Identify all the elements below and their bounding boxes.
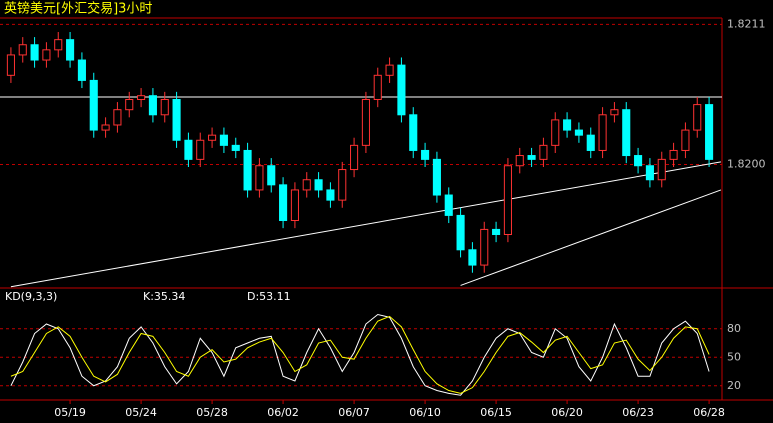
candle-body (125, 99, 134, 111)
candle-body (527, 155, 536, 160)
candle-body (432, 158, 441, 196)
candle-body (148, 95, 157, 116)
candle-body (669, 149, 678, 160)
candle-body (563, 119, 572, 131)
candle-body (397, 64, 406, 116)
candle-body (30, 44, 39, 61)
candle-body (101, 124, 110, 131)
candle-body (338, 169, 347, 201)
candle-body (361, 99, 370, 146)
candle-body (184, 139, 193, 160)
candle-body (610, 109, 619, 116)
y-tick-label: 20 (727, 379, 741, 392)
candle-body (314, 179, 323, 191)
candle-body (54, 39, 63, 51)
candle-body (468, 249, 477, 266)
candle-body (350, 144, 359, 171)
candle-body (279, 184, 288, 222)
x-tick-label: 06/07 (338, 406, 370, 419)
indicator-line (10, 315, 710, 394)
candle-body (622, 109, 631, 157)
candle-body (539, 144, 548, 160)
x-tick-label: 05/19 (54, 406, 86, 419)
candle-body (290, 189, 299, 221)
candle-body (586, 134, 595, 151)
y-tick-label: 1.8211 (727, 17, 766, 30)
candle-body (456, 214, 465, 251)
candle-body (444, 194, 453, 216)
candle-body (705, 104, 714, 160)
candle-body (645, 165, 654, 181)
trend-line (460, 189, 722, 286)
candle-body (208, 134, 217, 141)
x-tick-label: 06/15 (480, 406, 512, 419)
candle-body (137, 95, 146, 101)
candle-body (492, 228, 501, 236)
indicator-title: KD(9,3,3) (5, 290, 57, 303)
candle-body (409, 114, 418, 151)
indicator-line (10, 313, 710, 396)
candle-body (385, 64, 394, 76)
candle-body (42, 49, 51, 61)
candle-body (18, 44, 27, 56)
candle-body (267, 165, 276, 186)
candle-body (480, 228, 489, 266)
candle-body (634, 155, 643, 167)
candle-body (574, 129, 583, 136)
y-tick-label: 80 (727, 322, 741, 335)
x-tick-label: 05/24 (125, 406, 157, 419)
candle-body (598, 114, 607, 151)
candle-body (421, 149, 430, 160)
candle-body (66, 39, 75, 61)
candle-body (196, 139, 205, 160)
indicator-value: K:35.34 (143, 290, 185, 303)
candle-body (243, 149, 252, 191)
x-tick-label: 05/28 (196, 406, 228, 419)
y-tick-label: 1.8200 (727, 157, 766, 170)
x-tick-label: 06/28 (693, 406, 725, 419)
candle-body (515, 155, 524, 167)
x-tick-label: 06/20 (551, 406, 583, 419)
candle-body (160, 99, 169, 116)
candle-body (255, 165, 264, 191)
indicator-value: D:53.11 (247, 290, 291, 303)
candle-body (681, 129, 690, 151)
candle-body (89, 79, 98, 131)
candle-body (113, 109, 122, 126)
x-tick-label: 06/02 (267, 406, 299, 419)
x-tick-label: 06/10 (409, 406, 441, 419)
candle-body (172, 99, 181, 141)
candle-body (77, 59, 86, 81)
candle-body (219, 134, 228, 146)
candle-body (326, 189, 335, 201)
chart-title: 英镑美元[外汇交易]3小时 (4, 1, 152, 17)
trend-line (10, 161, 722, 288)
candle-body (551, 119, 560, 146)
x-tick-label: 06/23 (622, 406, 654, 419)
candle-body (302, 179, 311, 191)
candle-body (373, 74, 382, 101)
candle-body (6, 54, 15, 76)
candle-body (693, 104, 702, 131)
candle-body (657, 158, 666, 181)
y-tick-label: 50 (727, 350, 741, 363)
candle-body (503, 165, 512, 236)
candle-body (231, 144, 240, 151)
